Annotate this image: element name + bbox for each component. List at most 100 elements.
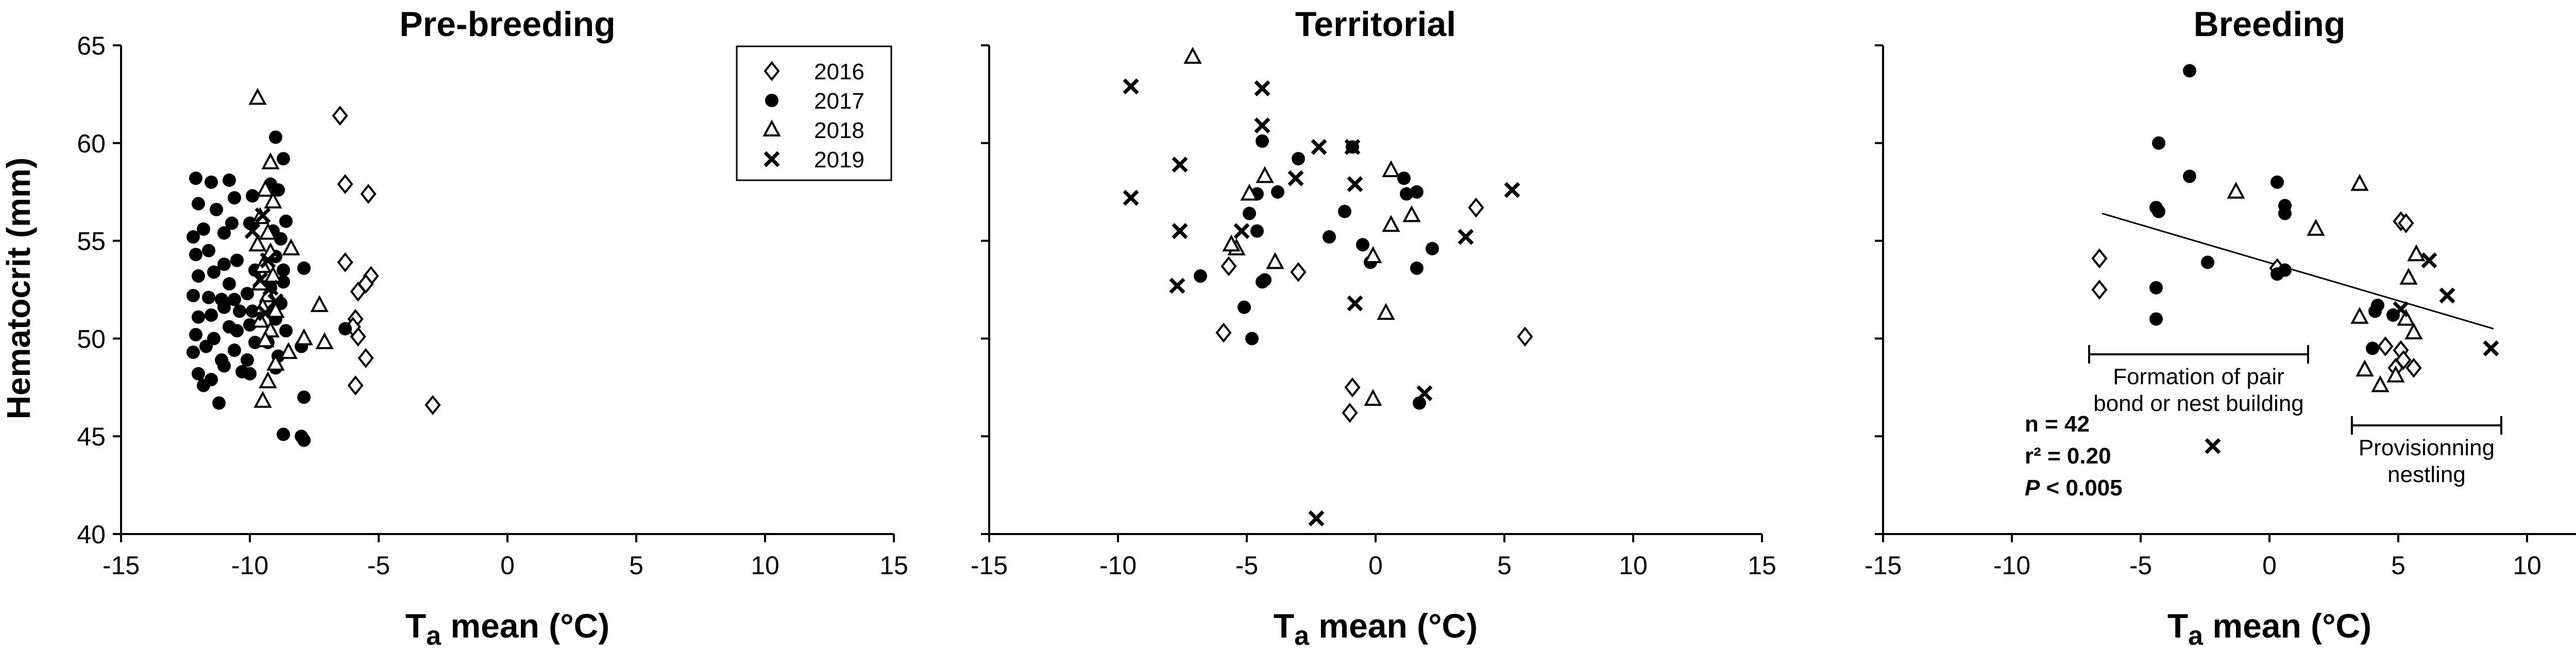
data-point-2018 — [2227, 181, 2245, 199]
panel-territorial: Territorial -15 -10 -5 0 5 10 15 Ta mean (°C) — [971, 5, 1776, 651]
data-point-2018 — [2397, 308, 2415, 326]
data-point-2017 — [1338, 204, 1351, 218]
data-point-2017 — [223, 277, 236, 291]
data-point-2017 — [202, 244, 215, 257]
data-point-2017 — [297, 261, 311, 275]
data-point-2017 — [1426, 242, 1439, 255]
stats-line: P < 0.005 — [2025, 475, 2123, 501]
data-point-2017 — [2149, 281, 2163, 295]
data-point-2018 — [259, 371, 277, 388]
data-point-2018 — [248, 88, 267, 105]
data-point-2018 — [1364, 389, 1382, 406]
data-point-2017 — [207, 265, 221, 279]
data-point-2018 — [310, 295, 329, 312]
legend: 2016 2017 2018 2019 — [736, 45, 892, 181]
data-point-2019 — [1172, 157, 1188, 173]
data-point-2017 — [217, 359, 231, 373]
data-point-2018 — [261, 320, 280, 338]
data-point-2017 — [2201, 255, 2214, 269]
data-point-2017 — [2368, 304, 2382, 318]
series-2019 — [244, 207, 284, 321]
data-point-2017 — [1410, 261, 1423, 275]
data-point-2017 — [338, 322, 352, 336]
x-tick-label: 10 — [2513, 551, 2541, 580]
data-point-2017 — [1356, 238, 1369, 252]
data-point-2019 — [1416, 385, 1433, 402]
data-point-2018 — [1364, 246, 1382, 264]
phase-label: Formation of pair — [2113, 364, 2284, 389]
data-point-2018 — [2407, 244, 2426, 262]
data-point-2018 — [256, 180, 275, 197]
data-point-2016 — [1468, 197, 1484, 218]
data-point-2018 — [259, 222, 277, 240]
data-point-2018 — [2399, 267, 2418, 285]
legend-marker-2017 — [765, 94, 778, 107]
data-point-2019 — [2439, 287, 2455, 304]
data-point-2017 — [1245, 332, 1259, 346]
data-point-2017 — [192, 310, 205, 324]
data-point-2019 — [255, 207, 271, 224]
data-point-2017 — [1292, 152, 1305, 166]
data-point-2019 — [2205, 438, 2221, 454]
x-tick-label: -5 — [367, 551, 390, 580]
data-point-2016 — [2091, 280, 2108, 300]
legend-marker-2019 — [764, 151, 780, 167]
series-2019 — [2205, 252, 2499, 454]
data-point-2017 — [1400, 187, 1413, 201]
data-point-2017 — [197, 379, 210, 392]
stats-line: r² = 0.20 — [2025, 443, 2111, 469]
data-point-2017 — [225, 216, 239, 230]
data-point-2017 — [230, 253, 244, 267]
legend-label: 2019 — [814, 147, 865, 173]
x-tick-label: 0 — [1368, 551, 1383, 580]
data-point-2018 — [2404, 322, 2423, 340]
data-point-2018 — [266, 353, 285, 371]
data-point-2017 — [205, 308, 218, 322]
data-point-2019 — [262, 280, 279, 296]
data-point-2019 — [1287, 170, 1304, 186]
y-tick-label: 55 — [77, 227, 106, 256]
data-point-2016 — [358, 348, 374, 368]
x-tick-label: 0 — [500, 551, 515, 580]
data-point-2018 — [1256, 166, 1274, 183]
data-point-2017 — [1256, 134, 1269, 148]
data-point-2017 — [1410, 185, 1423, 199]
data-point-2017 — [2278, 207, 2292, 220]
data-point-2017 — [277, 427, 290, 441]
data-point-2016 — [2405, 357, 2422, 378]
data-point-2017 — [230, 324, 244, 338]
data-point-2017 — [187, 230, 200, 244]
legend-label: 2018 — [814, 118, 865, 143]
legend-label: 2017 — [814, 89, 865, 114]
series-2017 — [2149, 64, 2400, 355]
data-point-2017 — [274, 232, 287, 246]
data-point-2017 — [1243, 207, 1256, 220]
series-2019 — [1123, 78, 1520, 527]
data-point-2019 — [1504, 182, 1520, 198]
data-point-2017 — [2152, 136, 2165, 150]
data-point-2019 — [1172, 223, 1188, 239]
data-point-2017 — [297, 390, 311, 404]
data-point-2017 — [297, 433, 311, 447]
data-point-2017 — [2270, 175, 2284, 189]
data-point-2018 — [1382, 215, 1400, 232]
data-point-2019 — [1347, 295, 1363, 312]
data-point-2019 — [1347, 176, 1363, 192]
data-point-2018 — [264, 191, 282, 209]
data-point-2019 — [1458, 229, 1474, 245]
data-point-2017 — [210, 202, 223, 216]
data-point-2016 — [1342, 403, 1358, 423]
data-point-2017 — [279, 214, 293, 228]
panel-title: Pre-breeding — [399, 5, 615, 44]
data-point-2018 — [264, 266, 282, 283]
y-tick-label: 45 — [77, 422, 106, 451]
data-point-2018 — [2307, 218, 2325, 236]
x-tick-label: -5 — [1235, 551, 1258, 580]
legend-box — [736, 45, 892, 181]
data-point-2016 — [1344, 377, 1361, 398]
x-tick-label: 15 — [879, 551, 908, 580]
x-axis-label: Ta mean (°C) — [405, 607, 609, 651]
y-axis-label: Hematocrit (mm) — [0, 158, 37, 420]
data-point-2019 — [1123, 190, 1139, 206]
stats-annotation: n = 42 r² = 0.20 P < 0.005 — [2025, 411, 2123, 501]
